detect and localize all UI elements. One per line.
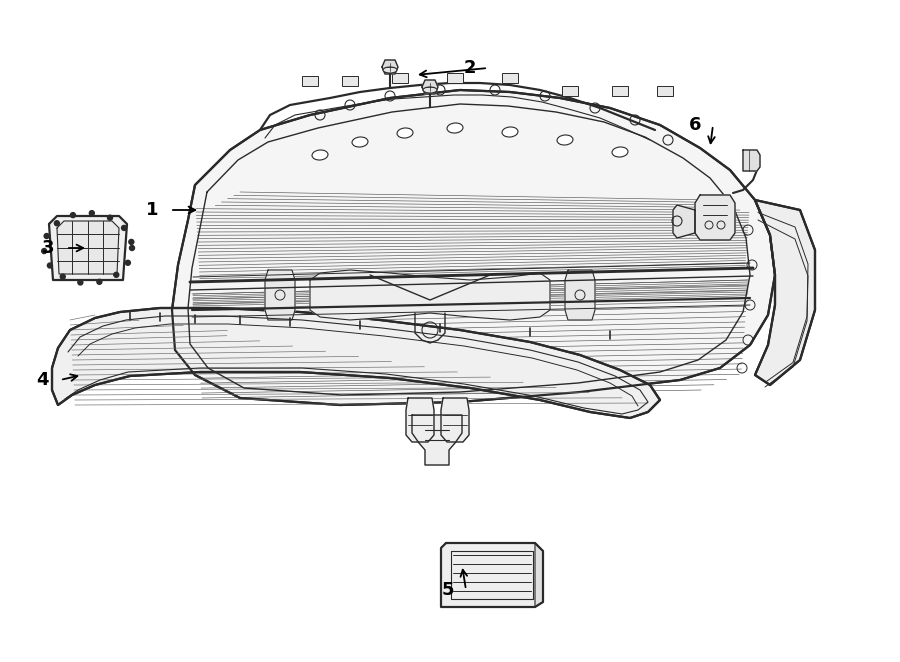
Text: 2: 2 <box>464 59 476 77</box>
Polygon shape <box>382 60 398 74</box>
Text: 6: 6 <box>688 116 701 134</box>
Ellipse shape <box>447 123 463 133</box>
Ellipse shape <box>352 137 368 147</box>
Circle shape <box>70 213 76 218</box>
Bar <box>302 76 318 86</box>
Polygon shape <box>412 415 462 465</box>
Bar <box>447 73 463 83</box>
Bar <box>562 86 578 96</box>
Bar <box>612 86 628 96</box>
Ellipse shape <box>383 67 397 73</box>
Circle shape <box>60 274 66 279</box>
Polygon shape <box>172 90 775 405</box>
Polygon shape <box>57 221 119 274</box>
Ellipse shape <box>557 135 573 145</box>
Text: 1: 1 <box>146 201 158 219</box>
Ellipse shape <box>612 147 628 157</box>
Circle shape <box>48 263 52 268</box>
Circle shape <box>97 279 102 284</box>
Circle shape <box>54 220 59 226</box>
Text: 5: 5 <box>442 581 454 599</box>
Polygon shape <box>49 216 127 280</box>
Circle shape <box>41 248 47 254</box>
Bar <box>657 86 673 96</box>
Polygon shape <box>310 270 550 320</box>
Circle shape <box>113 272 119 277</box>
Polygon shape <box>441 543 543 607</box>
Circle shape <box>89 211 94 216</box>
Ellipse shape <box>502 127 518 137</box>
Bar <box>392 73 408 83</box>
Circle shape <box>125 260 130 265</box>
Text: 3: 3 <box>41 239 54 257</box>
Polygon shape <box>743 150 760 171</box>
Polygon shape <box>52 308 660 418</box>
Circle shape <box>129 240 134 244</box>
Polygon shape <box>441 398 469 442</box>
Circle shape <box>44 234 50 238</box>
Polygon shape <box>565 270 595 320</box>
Polygon shape <box>695 195 735 240</box>
Ellipse shape <box>312 150 328 160</box>
Circle shape <box>107 215 112 220</box>
Text: 4: 4 <box>36 371 49 389</box>
Ellipse shape <box>397 128 413 138</box>
Circle shape <box>130 246 134 250</box>
Polygon shape <box>535 543 543 607</box>
Circle shape <box>78 280 83 285</box>
Polygon shape <box>673 205 695 238</box>
Circle shape <box>122 226 127 230</box>
Polygon shape <box>422 80 438 94</box>
Ellipse shape <box>423 87 437 93</box>
Polygon shape <box>755 200 815 385</box>
Polygon shape <box>265 270 295 320</box>
Bar <box>342 76 358 86</box>
Bar <box>502 73 518 83</box>
Polygon shape <box>406 398 434 442</box>
